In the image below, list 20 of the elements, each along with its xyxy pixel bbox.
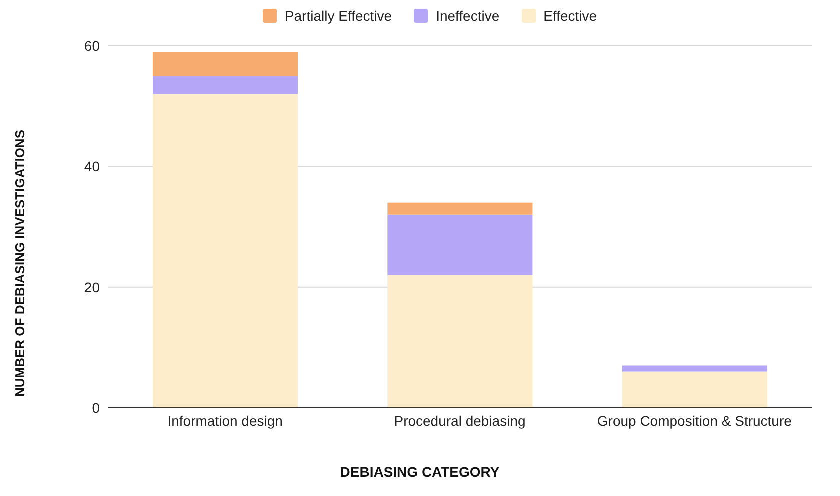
bar [388,214,533,276]
bar [622,366,768,372]
x-tick-label: Information design [168,412,283,429]
x-tick-label: Procedural debiasing [394,412,526,429]
bar [153,94,298,408]
legend-label: Ineffective [435,8,500,24]
x-tick-label: Group Composition & Structure [597,412,792,429]
x-axis-title: DEBIASING CATEGORY [339,464,501,480]
bar [153,76,298,94]
legend-label: Effective [542,8,598,24]
legend-label: Partially Effective [284,8,392,24]
bar [388,202,533,215]
bar [153,52,298,76]
y-axis-title: NUMBER OF DEBIASING INVESTIGATIONS [12,130,28,397]
y-tick-label: 40 [84,158,100,175]
bar [622,372,768,408]
y-tick-label: 60 [84,38,100,54]
y-tick-label: 0 [92,400,100,416]
bar [388,275,533,408]
y-tick-label: 20 [84,279,100,296]
